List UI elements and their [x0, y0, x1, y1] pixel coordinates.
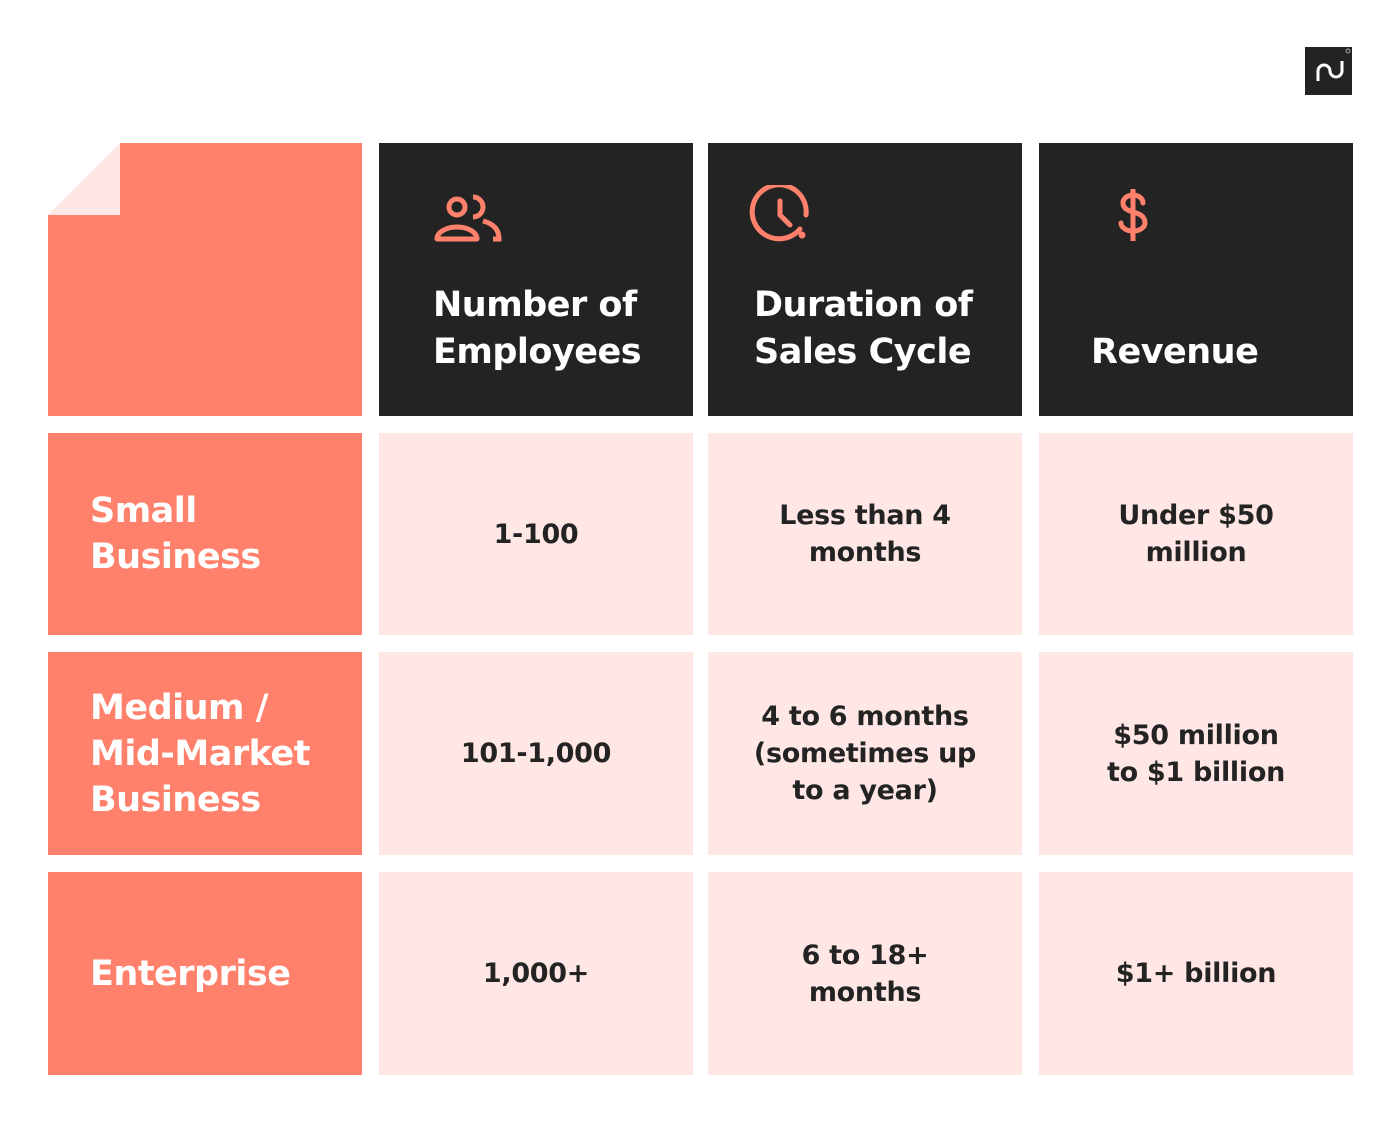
folded-corner-icon — [48, 143, 120, 215]
cell-text: Less than 4 months — [779, 500, 951, 568]
header-title: Duration of Sales Cycle — [754, 285, 973, 372]
row-label-small-business: Small Business — [48, 433, 362, 635]
dollar-icon — [1118, 189, 1148, 241]
row-label-text: Small Business — [90, 491, 261, 577]
cell-value: 4 to 6 months (sometimes up to a year) — [708, 652, 1022, 855]
pd-logo-icon — [1316, 48, 1351, 81]
cell-text: 1-100 — [493, 518, 579, 550]
row-label-enterprise: Enterprise — [48, 872, 362, 1075]
cell-value: 1-100 — [379, 433, 693, 635]
cell-text: 6 to 18+ months — [801, 939, 929, 1008]
row-label-medium-business: Medium / Mid-Market Business — [48, 652, 362, 855]
cell-value: Less than 4 months — [708, 433, 1022, 635]
cell-value: 6 to 18+ months — [708, 872, 1022, 1075]
cell-value: 1,000+ — [379, 872, 693, 1075]
row-label-text: Medium / Mid-Market Business — [90, 687, 310, 820]
header-title: Number of Employees — [433, 285, 642, 372]
clock-icon — [749, 185, 809, 242]
cell-text: 4 to 6 months (sometimes up to a year) — [753, 701, 977, 806]
cell-text: 101-1,000 — [460, 738, 612, 769]
corner-cell — [48, 143, 362, 416]
cell-value: 101-1,000 — [379, 652, 693, 855]
header-sales-cycle: Duration of Sales Cycle — [708, 143, 1022, 416]
cell-text: $1+ billion — [1115, 958, 1277, 989]
cell-value: $50 million to $1 billion — [1039, 652, 1353, 855]
brand-logo — [1305, 47, 1352, 95]
users-icon — [434, 194, 502, 242]
cell-text: 1,000+ — [482, 958, 590, 989]
cell-text: Under $50 million — [1118, 500, 1274, 568]
header-revenue: Revenue — [1039, 143, 1353, 416]
cell-value: Under $50 million — [1039, 433, 1353, 635]
cell-value: $1+ billion — [1039, 872, 1353, 1075]
cell-text: $50 million to $1 billion — [1106, 719, 1286, 788]
row-label-text: Enterprise — [90, 953, 291, 994]
header-employees: Number of Employees — [379, 143, 693, 416]
header-title: Revenue — [1091, 332, 1259, 372]
